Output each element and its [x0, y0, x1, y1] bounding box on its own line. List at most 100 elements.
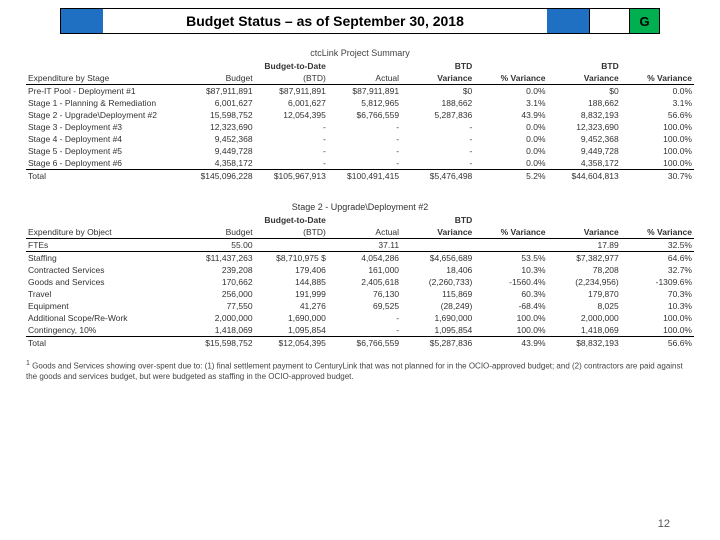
cell: 161,000: [328, 264, 401, 276]
cell: 100.0%: [474, 312, 547, 324]
cell: 6,001,627: [181, 97, 254, 109]
page-number: 12: [658, 518, 670, 530]
cell: $5,476,498: [401, 170, 474, 183]
table-row: Stage 3 - Deployment #312,323,690---0.0%…: [26, 121, 694, 133]
table-row-total: Total $145,096,228 $105,967,913 $100,491…: [26, 170, 694, 183]
cell: -68.4%: [474, 300, 547, 312]
table2-title: Stage 2 - Upgrade\Deployment #2: [26, 202, 694, 212]
cell: Total: [26, 337, 181, 350]
cell: 64.6%: [621, 252, 694, 265]
project-summary-label: ctcLink Project Summary: [26, 48, 694, 58]
cell: $5,287,836: [401, 337, 474, 350]
hdr-actual: Actual: [328, 72, 401, 85]
cell: 10.3%: [474, 264, 547, 276]
cell: 5,287,836: [401, 109, 474, 121]
cell: 0.0%: [474, 145, 547, 157]
table-row: Stage 6 - Deployment #64,358,172---0.0%4…: [26, 157, 694, 170]
cell: $6,766,559: [328, 109, 401, 121]
cell: 100.0%: [621, 133, 694, 145]
cell: (28,249): [401, 300, 474, 312]
cell: 6,001,627: [255, 97, 328, 109]
cell: $44,604,813: [548, 170, 621, 183]
cell: 1,095,854: [255, 324, 328, 337]
cell: -: [328, 145, 401, 157]
cell: 76,130: [328, 288, 401, 300]
hdr-expenditure: Expenditure by Stage: [26, 72, 181, 85]
cell: $87,911,891: [255, 85, 328, 98]
cell: 8,832,193: [548, 109, 621, 121]
hdr2-btd: BTD: [401, 214, 474, 226]
hdr-btd-top: Budget-to-Date: [255, 60, 328, 72]
cell: [474, 239, 547, 252]
cell: 100.0%: [474, 324, 547, 337]
table-row: Stage 5 - Deployment #59,449,728---0.0%9…: [26, 145, 694, 157]
table-row: Goods and Services170,662144,8852,405,61…: [26, 276, 694, 288]
cell: 70.3%: [621, 288, 694, 300]
table-row-fte: FTEs 55.00 37.11 17.89 32.5%: [26, 239, 694, 252]
cell: 32.7%: [621, 264, 694, 276]
cell: 144,885: [255, 276, 328, 288]
cell: $8,710,975 $: [255, 252, 328, 265]
cell: 12,323,690: [548, 121, 621, 133]
hdr-btd-sub: (BTD): [255, 72, 328, 85]
cell: -: [401, 157, 474, 170]
cell: 17.89: [548, 239, 621, 252]
title-bar: Budget Status – as of September 30, 2018…: [60, 8, 660, 34]
cell: -: [328, 157, 401, 170]
table-row: Staffing$11,437,263$8,710,975 $4,054,286…: [26, 252, 694, 265]
cell: -: [328, 121, 401, 133]
cell: 4,054,286: [328, 252, 401, 265]
page-title: Budget Status – as of September 30, 2018: [60, 8, 590, 34]
cell: 15,598,752: [181, 109, 254, 121]
cell: 0.0%: [621, 85, 694, 98]
hdr2-budget: Budget: [181, 226, 254, 239]
cell: [255, 239, 328, 252]
cell: $87,911,891: [181, 85, 254, 98]
cell: 60.3%: [474, 288, 547, 300]
cell: 179,406: [255, 264, 328, 276]
cell: $15,598,752: [181, 337, 254, 350]
cell: 41,276: [255, 300, 328, 312]
cell: $4,656,689: [401, 252, 474, 265]
cell: -: [401, 145, 474, 157]
cell: Equipment: [26, 300, 181, 312]
cell: Stage 5 - Deployment #5: [26, 145, 181, 157]
cell: $0: [401, 85, 474, 98]
cell: Goods and Services: [26, 276, 181, 288]
hdr-btd2: BTD: [548, 60, 621, 72]
cell: 100.0%: [621, 145, 694, 157]
cell: $0: [548, 85, 621, 98]
cell: 56.6%: [621, 109, 694, 121]
cell: Total: [26, 170, 181, 183]
table-row: Stage 4 - Deployment #49,452,368---0.0%9…: [26, 133, 694, 145]
cell: $12,054,395: [255, 337, 328, 350]
cell: (2,234,956): [548, 276, 621, 288]
table-row: Equipment77,55041,27669,525(28,249)-68.4…: [26, 300, 694, 312]
cell: 55.00: [181, 239, 254, 252]
cell: 77,550: [181, 300, 254, 312]
cell: 188,662: [401, 97, 474, 109]
cell: $7,382,977: [548, 252, 621, 265]
cell: 170,662: [181, 276, 254, 288]
cell: Stage 1 - Planning & Remediation: [26, 97, 181, 109]
cell: 100.0%: [621, 157, 694, 170]
status-badge: G: [630, 8, 660, 34]
cell: Pre-IT Pool - Deployment #1: [26, 85, 181, 98]
cell: 100.0%: [621, 312, 694, 324]
cell: 188,662: [548, 97, 621, 109]
hdr-variance: Variance: [401, 72, 474, 85]
cell: $145,096,228: [181, 170, 254, 183]
cell: 4,358,172: [548, 157, 621, 170]
cell: 10.3%: [621, 300, 694, 312]
cell: 1,418,069: [548, 324, 621, 337]
cell: Additional Scope/Re-Work: [26, 312, 181, 324]
cell: FTEs: [26, 239, 181, 252]
cell: 1,690,000: [255, 312, 328, 324]
cell: 56.6%: [621, 337, 694, 350]
cell: -: [401, 121, 474, 133]
cell: 179,870: [548, 288, 621, 300]
cell: 30.7%: [621, 170, 694, 183]
title-spacer: [590, 8, 630, 34]
cell: -: [328, 324, 401, 337]
cell: 5.2%: [474, 170, 547, 183]
